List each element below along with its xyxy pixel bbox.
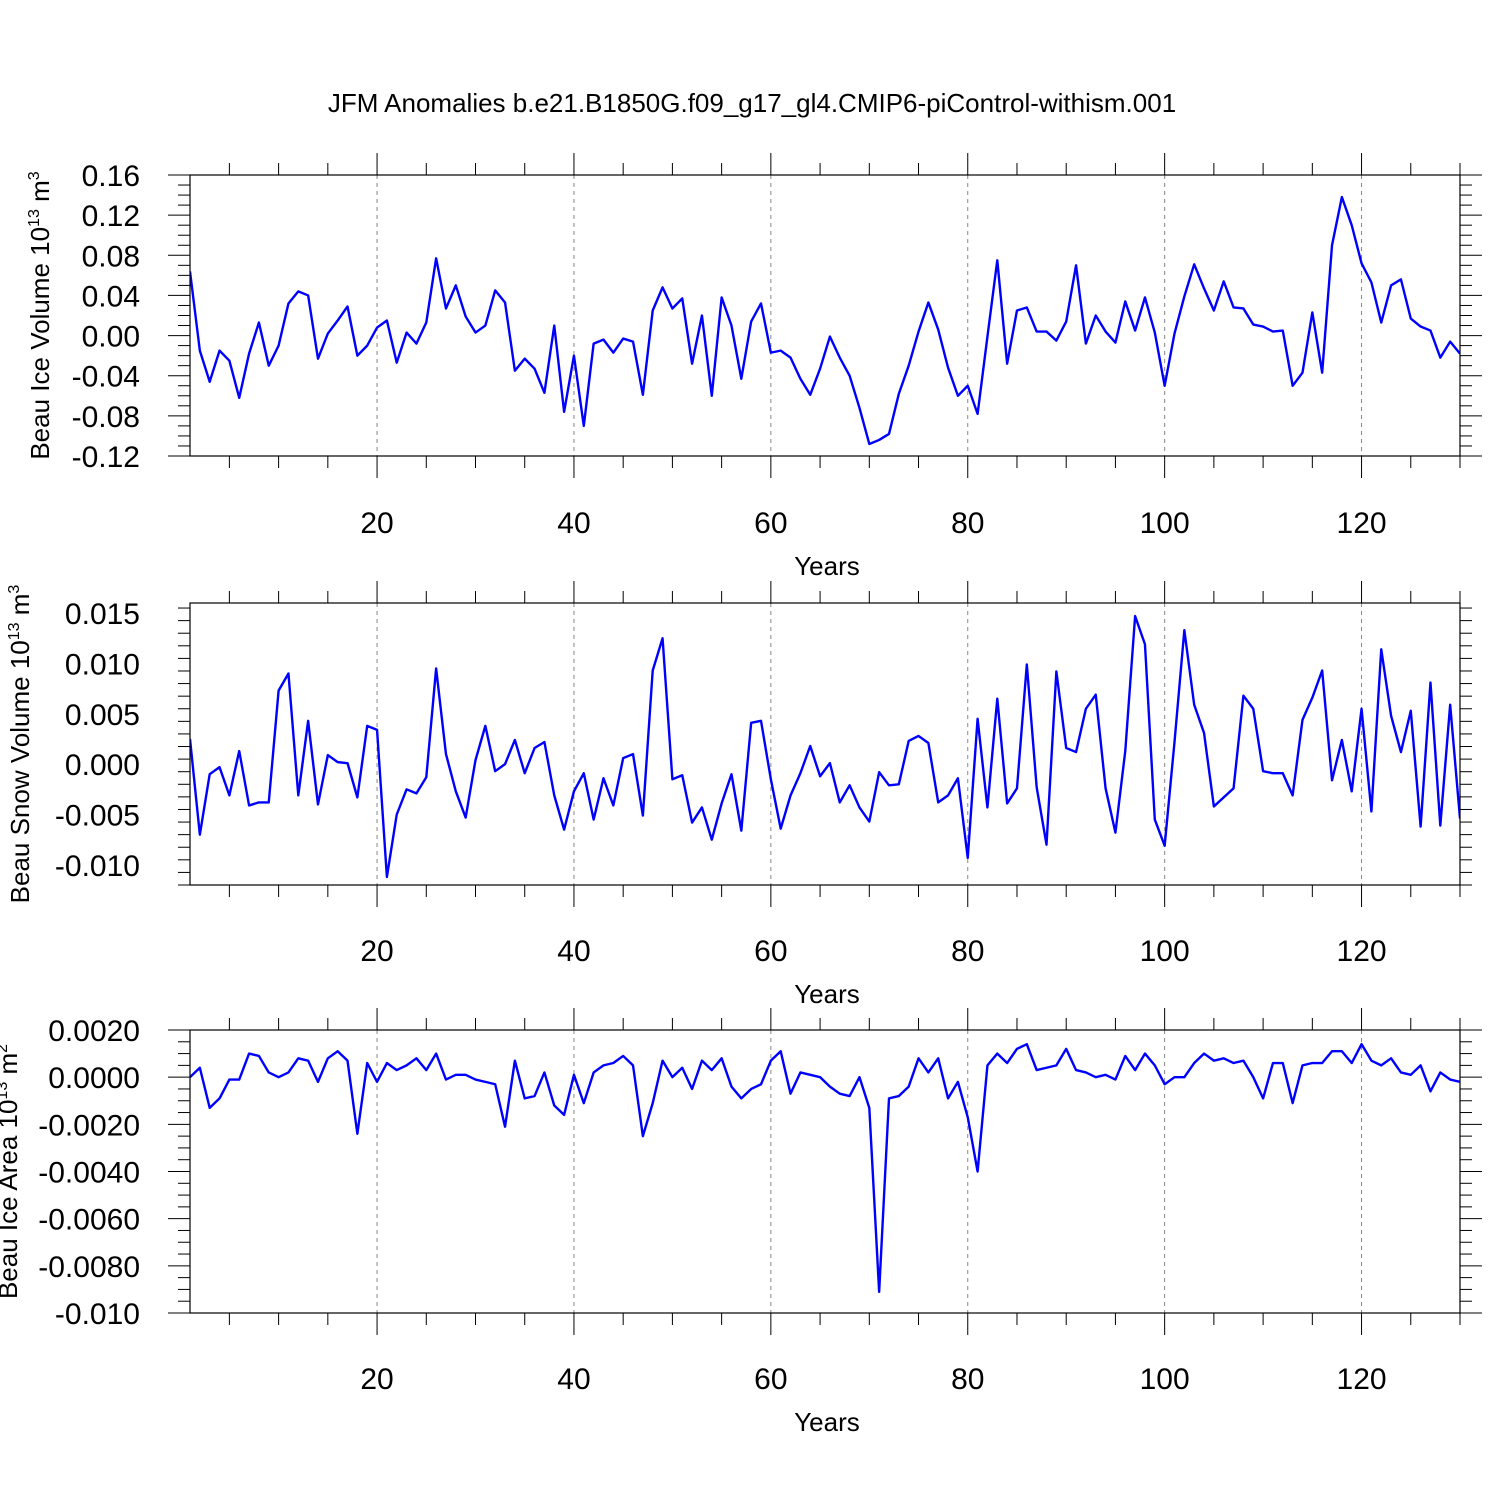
x-axis-title: Years xyxy=(794,551,860,581)
x-tick-label: 100 xyxy=(1140,507,1190,540)
y-axis-title-unit-exponent: 3 xyxy=(6,585,23,594)
y-tick-label: -0.08 xyxy=(72,401,140,434)
plot-frame xyxy=(189,174,1461,457)
y-axis-title-text: Beau Ice Volume 10 xyxy=(25,227,55,460)
series-line xyxy=(190,614,1460,879)
x-tick-label: 20 xyxy=(360,507,393,540)
y-tick-label: -0.12 xyxy=(72,441,140,474)
x-tick-label: 40 xyxy=(557,1363,590,1396)
y-axis-title-text: Beau Ice Area 10 xyxy=(0,1100,23,1299)
y-tick-label: 0.00 xyxy=(82,321,140,354)
y-tick-label: -0.0020 xyxy=(38,1109,140,1142)
x-tick-label: 120 xyxy=(1337,935,1387,968)
x-tick-label: 100 xyxy=(1140,1363,1190,1396)
chart-title: JFM Anomalies b.e21.B1850G.f09_g17_gl4.C… xyxy=(328,88,1176,118)
x-tick-label: 120 xyxy=(1337,1363,1387,1396)
y-tick-label: -0.010 xyxy=(55,850,140,883)
y-tick-label: 0.010 xyxy=(65,648,140,681)
x-axis-title: Years xyxy=(794,1407,860,1437)
x-axis-title: Years xyxy=(794,979,860,1009)
x-tick-label: 40 xyxy=(557,507,590,540)
y-axis-title: Beau Snow Volume 1013 m3 xyxy=(5,585,35,904)
plot-frame xyxy=(189,1029,1461,1314)
y-tick-label: -0.04 xyxy=(72,361,140,394)
y-tick-label: 0.0000 xyxy=(48,1062,140,1095)
x-tick-label: 120 xyxy=(1337,507,1387,540)
series-line xyxy=(190,1042,1460,1293)
y-tick-label: 0.12 xyxy=(82,200,140,233)
x-tick-label: 60 xyxy=(754,507,787,540)
y-axis-title: Beau Ice Area 1013 m2 xyxy=(0,1044,23,1299)
x-tick-label: 40 xyxy=(557,935,590,968)
y-tick-label: -0.005 xyxy=(55,800,140,833)
y-axis-title-exponent: 13 xyxy=(6,622,23,640)
y-tick-label: -0.0060 xyxy=(38,1204,140,1237)
y-axis-title-unit: m xyxy=(25,180,55,209)
y-axis-title: Beau Ice Volume 1013 m3 xyxy=(25,171,55,459)
x-tick-label: 80 xyxy=(951,935,984,968)
y-tick-label: -0.0080 xyxy=(38,1251,140,1284)
plot-frame xyxy=(189,602,1461,886)
y-tick-label: 0.015 xyxy=(65,598,140,631)
y-tick-label: 0.0020 xyxy=(48,1015,140,1048)
y-tick-label: -0.010 xyxy=(55,1298,140,1331)
x-tick-label: 80 xyxy=(951,507,984,540)
x-tick-label: 20 xyxy=(360,935,393,968)
y-tick-label: 0.16 xyxy=(82,160,140,193)
x-tick-label: 100 xyxy=(1140,935,1190,968)
y-axis-title-exponent: 13 xyxy=(0,1082,11,1100)
panel-2: -0.010 -0.005 0.000 0.005 0.010 0.015 20 40 60 80… xyxy=(5,581,1472,1009)
y-axis-title-unit: m xyxy=(5,594,35,623)
y-axis-title-text: Beau Snow Volume 10 xyxy=(5,640,35,903)
panel-1: -0.12 -0.08 -0.04 0.00 0.04 0.08 0.12 0.16 20 40 6… xyxy=(25,153,1482,581)
series-line xyxy=(190,195,1460,446)
y-axis-title-unit-exponent: 2 xyxy=(0,1044,11,1053)
x-tick-label: 60 xyxy=(754,935,787,968)
x-tick-label: 20 xyxy=(360,1363,393,1396)
y-axis-title-exponent: 13 xyxy=(26,209,43,227)
y-tick-label: -0.0040 xyxy=(38,1157,140,1190)
y-tick-label: 0.005 xyxy=(65,699,140,732)
panel-3: -0.010 -0.0080 -0.0060 -0.0040 -0.0020 0.0000… xyxy=(0,1008,1482,1437)
y-axis-title-unit-exponent: 3 xyxy=(26,171,43,180)
y-tick-label: 0.04 xyxy=(82,280,140,313)
x-tick-label: 60 xyxy=(754,1363,787,1396)
x-tick-label: 80 xyxy=(951,1363,984,1396)
y-tick-label: 0.08 xyxy=(82,240,140,273)
y-axis-title-unit: m xyxy=(0,1053,23,1082)
y-tick-label: 0.000 xyxy=(65,749,140,782)
